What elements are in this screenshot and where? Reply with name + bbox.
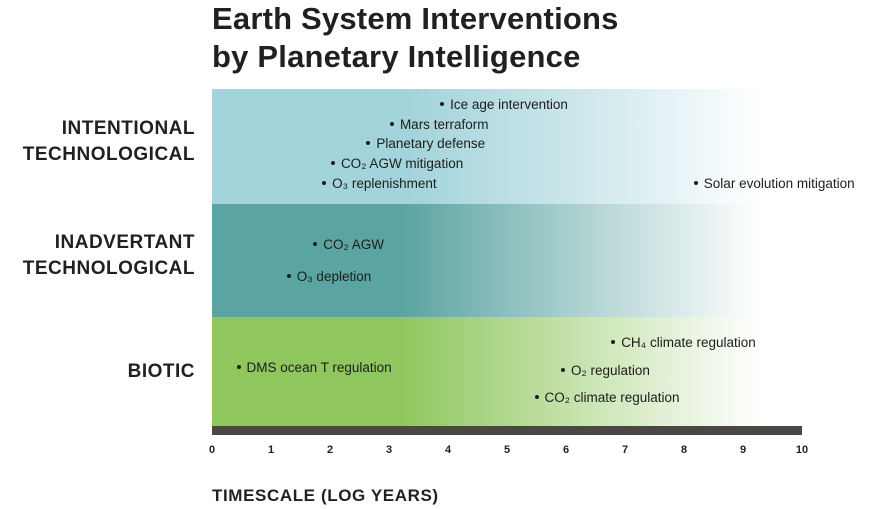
category-inadvertant-line-2: TECHNOLOGICAL	[22, 258, 195, 279]
x-axis-label: TIMESCALE (LOG YEARS)	[212, 486, 439, 505]
bullet-icon	[693, 181, 698, 186]
bullet-icon	[366, 141, 371, 146]
item-dms-ocean-t-regulation: DMS ocean T regulation	[236, 360, 392, 376]
axis-tick-label: 3	[385, 444, 393, 456]
item-planetary-defense: Planetary defense	[366, 136, 485, 152]
band-biotic	[212, 317, 802, 426]
category-label-biotic: BIOTIC	[128, 359, 195, 385]
item-o3-depletion: O₃ depletion	[286, 269, 372, 285]
item-o2-regulation: O₂ regulation	[561, 363, 650, 379]
item-label: Solar evolution mitigation	[703, 176, 855, 191]
item-mars-terraform: Mars terraform	[389, 117, 489, 133]
category-intentional-line-1: INTENTIONAL	[61, 118, 195, 139]
axis-tick-label: 2	[326, 444, 334, 456]
item-co2-climate-regulation: CO₂ climate regulation	[534, 390, 680, 406]
bullet-icon	[322, 181, 327, 186]
bullet-icon	[313, 242, 318, 247]
category-biotic-line-1: BIOTIC	[127, 361, 195, 382]
title-line-2: by Planetary Intelligence	[212, 39, 581, 74]
item-label: O₃ replenishment	[332, 176, 437, 191]
bullet-icon	[389, 122, 394, 127]
category-intentional-line-2: TECHNOLOGICAL	[22, 144, 195, 165]
item-label: O₃ depletion	[296, 269, 372, 284]
item-solar-evolution-mitigation: Solar evolution mitigation	[693, 176, 855, 192]
axis-tick-label: 10	[795, 444, 809, 456]
bullet-icon	[534, 395, 539, 400]
bullet-icon	[286, 274, 291, 279]
axis-tick-label: 9	[739, 444, 747, 456]
axis-tick-label: 5	[503, 444, 511, 456]
item-label: DMS ocean T regulation	[246, 360, 392, 375]
diagram-title: Earth System Interventions by Planetary …	[212, 0, 812, 76]
bullet-icon	[561, 368, 566, 373]
item-label: CH₄ climate regulation	[621, 335, 756, 350]
bullet-icon	[236, 365, 241, 370]
item-co2-agw: CO₂ AGW	[313, 237, 384, 253]
category-label-intentional: INTENTIONAL TECHNOLOGICAL	[23, 116, 195, 168]
item-ice-age-intervention: Ice age intervention	[440, 97, 568, 113]
axis-tick-label: 7	[621, 444, 629, 456]
band-inadvertant-technological	[212, 204, 802, 317]
axis-tick-label: 0	[208, 444, 216, 456]
axis-tick-label: 6	[562, 444, 570, 456]
item-label: CO₂ AGW	[323, 237, 384, 252]
band-intentional-technological	[212, 89, 802, 204]
bullet-icon	[330, 161, 335, 166]
item-label: Planetary defense	[376, 136, 486, 151]
item-label: Mars terraform	[399, 117, 489, 132]
item-label: Ice age intervention	[450, 97, 568, 112]
item-label: CO₂ AGW mitigation	[340, 156, 464, 171]
title-line-1: Earth System Interventions	[212, 1, 619, 36]
bullet-icon	[440, 102, 445, 107]
category-label-inadvertant: INADVERTANT TECHNOLOGICAL	[23, 230, 195, 282]
item-label: CO₂ climate regulation	[544, 390, 680, 405]
axis-tick-label: 1	[267, 444, 275, 456]
bullet-icon	[611, 340, 616, 345]
item-o3-replenishment: O₃ replenishment	[322, 176, 437, 192]
item-label: O₂ regulation	[571, 363, 650, 378]
axis-tick-label: 4	[444, 444, 452, 456]
timescale-axis-bar	[212, 426, 802, 435]
item-ch4-climate-regulation: CH₄ climate regulation	[611, 335, 756, 351]
category-inadvertant-line-1: INADVERTANT	[54, 232, 195, 253]
axis-tick-label: 8	[680, 444, 688, 456]
item-co2-agw-mitigation: CO₂ AGW mitigation	[330, 156, 464, 172]
